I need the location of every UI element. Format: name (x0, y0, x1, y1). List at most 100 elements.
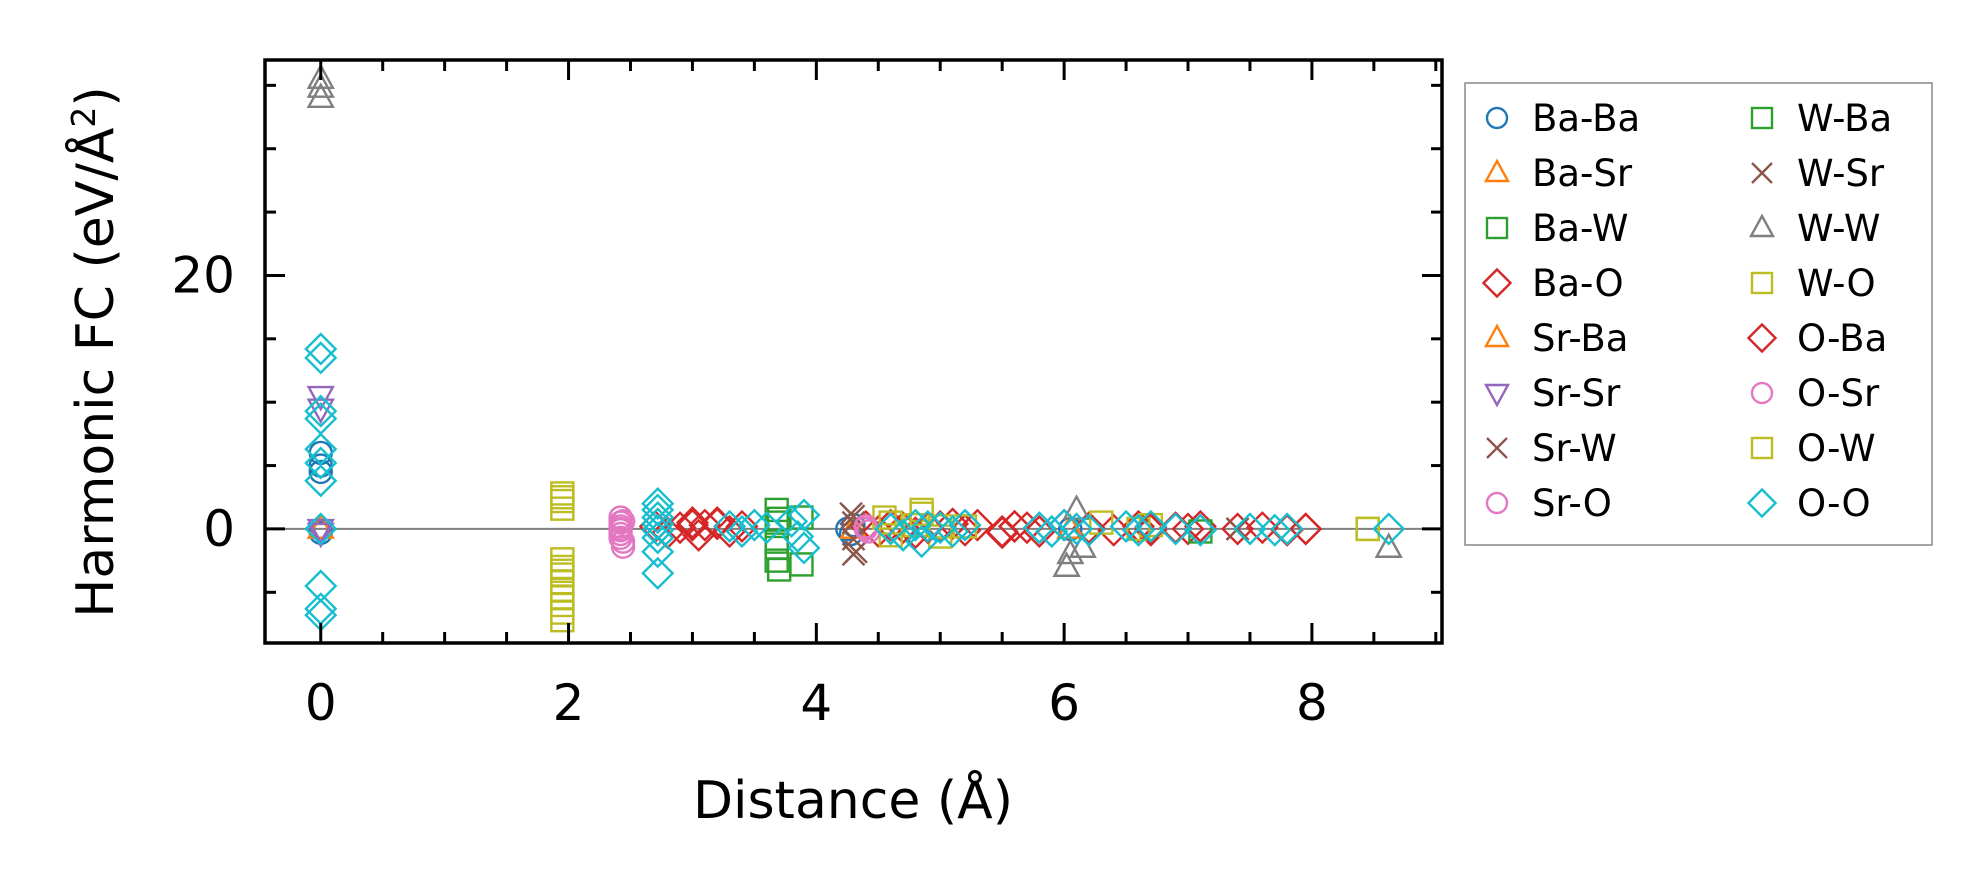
x-tick-label: 0 (305, 674, 337, 732)
data-point (641, 507, 675, 541)
legend-label: O-Ba (1797, 317, 1887, 360)
legend-item: Sr-W (1486, 427, 1617, 470)
data-point (306, 82, 335, 109)
legend-label: W-W (1797, 207, 1881, 250)
data-point (1022, 511, 1056, 545)
data-point (1270, 513, 1304, 547)
legend-marker (1751, 162, 1773, 184)
data-point (641, 556, 675, 590)
data-point (550, 607, 575, 633)
legend: Ba-Ba Ba-Sr Ba-W Ba-O Sr-Ba Sr-Sr Sr-W Sr-O W-Ba… (1464, 82, 1933, 546)
legend-item: Sr-O (1485, 482, 1612, 525)
data-point (781, 519, 815, 554)
y-axis-label-close: ) (66, 86, 126, 106)
data-point (1233, 512, 1267, 546)
data-point (1355, 516, 1380, 542)
series-o-w (550, 485, 1380, 583)
data-point (306, 385, 335, 412)
data-point (1126, 516, 1151, 542)
legend-item: Ba-Sr (1483, 152, 1633, 195)
x-tick-label: 2 (553, 674, 585, 732)
data-point (787, 531, 821, 565)
legend-label: O-O (1797, 482, 1871, 525)
legend-marker (1485, 216, 1509, 240)
legend-marker (1750, 436, 1774, 460)
data-point (1171, 512, 1205, 546)
data-point (550, 558, 575, 583)
y-axis-label: Harmonic FC (eV/Å2) (64, 86, 126, 617)
legend-label: W-O (1797, 262, 1876, 305)
data-point (304, 464, 338, 498)
y-tick-label: 0 (203, 500, 235, 558)
legend-marker (1748, 213, 1776, 238)
data-point (550, 592, 575, 618)
data-point (1047, 508, 1081, 542)
legend-item: W-W (1748, 207, 1881, 250)
data-point (304, 569, 338, 603)
data-point (304, 432, 338, 466)
data-point (936, 514, 970, 549)
data-point (960, 508, 994, 542)
data-point (775, 504, 809, 538)
data-point (841, 510, 866, 535)
data-point (713, 509, 747, 543)
data-point (1374, 532, 1403, 558)
data-point (1121, 513, 1156, 547)
legend-item: O-W (1750, 427, 1876, 470)
axis-ticks (265, 60, 1442, 643)
data-point (998, 509, 1032, 543)
data-point (1062, 494, 1091, 520)
legend-item: O-Ba (1746, 317, 1887, 360)
series-o-o (304, 332, 1406, 632)
legend-label: Ba-Ba (1532, 97, 1640, 140)
y-axis-label-superscript: 2 (64, 107, 103, 128)
x-axis-label: Distance (Å) (693, 769, 1013, 831)
data-point (306, 63, 335, 90)
legend-item: O-Sr (1750, 372, 1880, 415)
data-points (304, 63, 1406, 633)
y-tick-label: 20 (171, 246, 235, 304)
data-point (1059, 512, 1094, 546)
data-point (1072, 511, 1106, 545)
data-point (1183, 513, 1217, 547)
legend-item: W-Ba (1750, 97, 1892, 140)
data-point (789, 552, 814, 577)
legend-label: W-Ba (1797, 97, 1892, 140)
legend-marker (1483, 158, 1511, 183)
legend-marker (1483, 323, 1511, 348)
series-w-w (306, 63, 1403, 577)
data-point (838, 521, 864, 547)
data-point (764, 548, 789, 573)
legend-label: Sr-Ba (1532, 317, 1628, 360)
data-point (641, 521, 675, 555)
data-point (610, 509, 636, 534)
data-point (304, 394, 338, 428)
data-point (641, 487, 675, 521)
data-point (306, 513, 335, 539)
data-point (1052, 551, 1081, 577)
legend-item: Sr-Sr (1483, 372, 1621, 415)
data-point (308, 459, 333, 485)
data-point (1056, 538, 1085, 565)
legend-marker (1750, 106, 1774, 130)
data-point (1372, 512, 1406, 546)
legend-label: W-Sr (1797, 152, 1885, 195)
data-point (304, 332, 338, 366)
plot-frame (263, 58, 1444, 645)
legend-marker (1485, 106, 1509, 130)
data-point (641, 500, 675, 535)
data-point (985, 514, 1019, 549)
legend-marker (1746, 487, 1778, 519)
data-point (306, 522, 335, 549)
legend-item: O-O (1746, 482, 1871, 525)
data-point (641, 513, 675, 547)
data-point (1109, 509, 1143, 543)
data-point (1159, 512, 1193, 546)
data-point (886, 518, 920, 552)
data-point (610, 534, 636, 559)
data-point (1035, 514, 1069, 549)
legend-item: Sr-Ba (1483, 317, 1628, 360)
data-point (886, 511, 920, 545)
data-point (923, 511, 957, 545)
data-point (1134, 509, 1168, 543)
